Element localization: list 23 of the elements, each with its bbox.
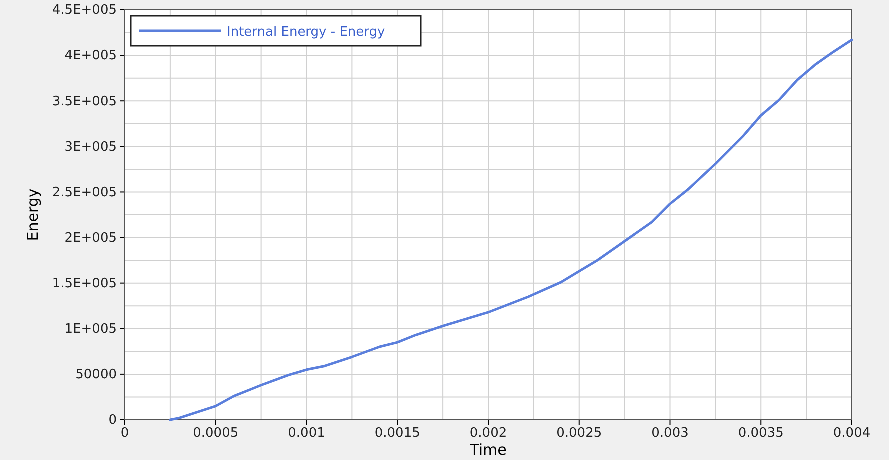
x-tick-label: 0.001 (288, 426, 326, 442)
x-tick-label: 0.003 (652, 426, 689, 442)
y-tick-label: 0 (108, 413, 117, 428)
x-tick-label: 0.004 (833, 426, 871, 442)
x-axis-title: Time (469, 441, 507, 459)
x-tick-label: 0.0025 (556, 426, 602, 442)
y-tick-label: 1E+005 (64, 322, 117, 338)
y-tick-label: 50000 (76, 368, 117, 383)
y-tick-label: 4.5E+005 (52, 3, 117, 18)
y-tick-label: 4E+005 (64, 48, 117, 64)
line-series (169, 38, 854, 422)
y-axis-title: Energy (24, 188, 42, 242)
y-tick-label: 3E+005 (64, 140, 117, 155)
y-tick-label: 3.5E+005 (52, 94, 117, 110)
x-tick-label: 0.0005 (193, 426, 239, 442)
legend: Internal Energy - Energy (130, 15, 422, 47)
x-tick-label: 0.002 (470, 426, 508, 442)
x-tick-label: 0.0035 (738, 426, 784, 442)
x-tick-label: 0.0015 (374, 426, 420, 442)
y-tick-label: 2E+005 (64, 230, 117, 246)
x-tick-label: 0 (120, 426, 130, 442)
y-tick-label: 2.5E+005 (52, 185, 117, 200)
y-tick-label: 1.5E+005 (52, 276, 117, 292)
